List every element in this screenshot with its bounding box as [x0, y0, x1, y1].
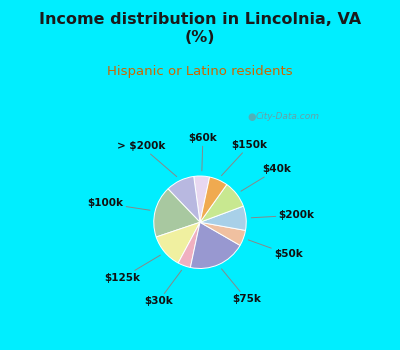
Wedge shape	[178, 222, 200, 267]
Wedge shape	[200, 222, 246, 245]
Text: $40k: $40k	[241, 164, 292, 191]
Wedge shape	[154, 189, 200, 237]
Wedge shape	[190, 222, 240, 268]
Wedge shape	[168, 176, 200, 222]
Text: $30k: $30k	[144, 270, 182, 306]
Text: Income distribution in Lincolnia, VA
(%): Income distribution in Lincolnia, VA (%)	[39, 12, 361, 45]
Text: $150k: $150k	[222, 140, 268, 176]
Wedge shape	[200, 206, 246, 230]
Wedge shape	[194, 176, 210, 222]
Text: $125k: $125k	[104, 255, 160, 283]
Text: $75k: $75k	[222, 269, 261, 304]
Wedge shape	[200, 184, 243, 222]
Text: $60k: $60k	[188, 133, 217, 171]
Text: $50k: $50k	[248, 240, 303, 259]
Text: $200k: $200k	[251, 210, 314, 220]
Wedge shape	[156, 222, 200, 263]
Text: $100k: $100k	[88, 198, 150, 210]
Text: Hispanic or Latino residents: Hispanic or Latino residents	[107, 65, 293, 78]
Text: City-Data.com: City-Data.com	[256, 112, 320, 121]
Text: > $200k: > $200k	[117, 141, 177, 177]
Wedge shape	[200, 177, 227, 222]
Text: ●: ●	[248, 112, 256, 122]
